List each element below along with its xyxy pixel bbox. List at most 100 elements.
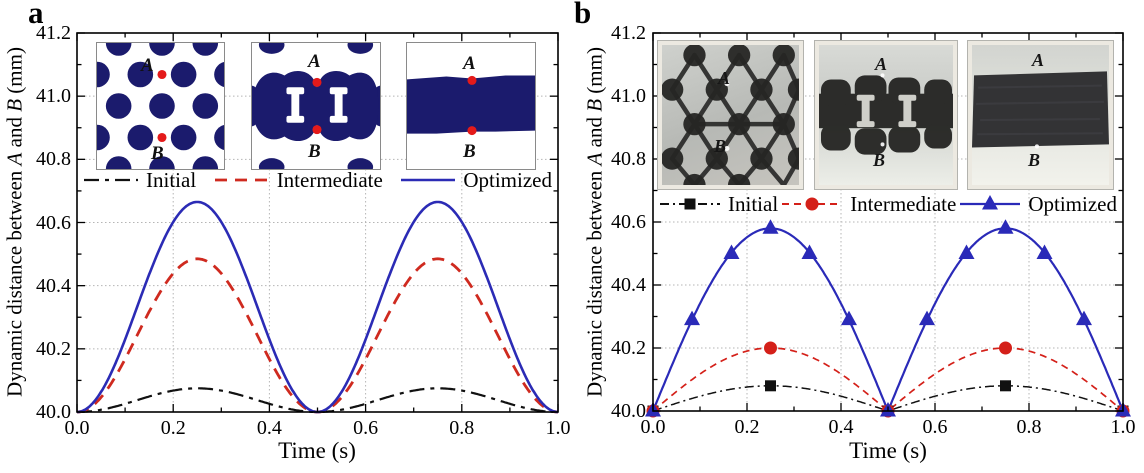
legend-label-intermediate: Intermediate (276, 167, 383, 192)
panel-letter-a: a (28, 0, 44, 30)
inset-initial-specimen-photo: A B (658, 41, 803, 189)
point-b-marker (467, 126, 477, 136)
panel-letter-b: b (574, 0, 592, 30)
legend-item-initial: Initial (83, 168, 196, 193)
point-b-marker (157, 132, 167, 143)
y-tick-label-40.8: 40.8 (36, 148, 71, 171)
point-a-label: A (463, 53, 476, 74)
legend-label-initial: Initial (146, 167, 197, 192)
y-tick-label-40.6: 40.6 (36, 211, 71, 234)
point-b-label: B (308, 141, 321, 162)
y-tick-label-40.6: 40.6 (611, 211, 646, 233)
y-tick-label-40.0: 40.0 (611, 400, 646, 422)
legend-item-optimized: Optimized (400, 168, 552, 193)
y-tick-label-41.0: 41.0 (36, 85, 71, 108)
point-b-label: B (463, 141, 476, 162)
point-a-marker (312, 77, 322, 87)
series-curve-optimized (76, 200, 559, 414)
y-tick-label-40.4: 40.4 (36, 274, 71, 297)
intermediate-line-sample (214, 178, 269, 182)
x-axis-title-a: Time (s) (278, 438, 356, 463)
inset-intermediate-topology: A B (251, 42, 381, 170)
point-b-marker (1034, 144, 1039, 149)
x-tick-label-0.6: 0.6 (922, 416, 948, 438)
initial-topology-pattern (97, 43, 224, 169)
inset-optimized-topology: A B (406, 42, 536, 170)
x-tick-label-0.8: 0.8 (449, 417, 475, 439)
inset-initial-topology: A B (96, 42, 225, 170)
optimized-line-sample (960, 195, 1021, 210)
legend-item-intermediate: Intermediate (781, 192, 956, 217)
point-b-marker (724, 145, 730, 152)
circle-data-marker (764, 341, 777, 355)
intermediate-specimen-pattern (819, 73, 953, 155)
legend-a: Initial Intermediate Optimized (77, 167, 558, 193)
point-a-marker (880, 73, 885, 78)
legend-label-optimized: Optimized (463, 167, 552, 192)
triangle-data-marker (997, 219, 1014, 234)
point-a-label: A (718, 68, 731, 88)
plot-area-b (645, 32, 1131, 418)
series-curve-intermediate (77, 257, 558, 414)
point-b-marker (312, 125, 322, 135)
x-axis-title-b: Time (s) (849, 438, 927, 463)
x-tick-label-0.6: 0.6 (353, 417, 379, 439)
x-tick-label-1.0: 1.0 (1110, 416, 1136, 438)
point-a-marker (157, 69, 167, 80)
series-curve-intermediate (652, 347, 1124, 413)
point-a-label: A (141, 55, 154, 76)
point-a-label: A (875, 54, 888, 74)
y-tick-label-41.2: 41.2 (611, 22, 646, 44)
x-tick-label-0.0: 0.0 (64, 417, 90, 439)
point-a-marker (724, 81, 730, 87)
legend-label-initial: Initial (728, 191, 779, 216)
y-tick-label-40.2: 40.2 (36, 337, 71, 360)
x-tick-label-0.2: 0.2 (160, 417, 186, 439)
square-data-marker (1000, 380, 1011, 392)
triangle-data-marker (919, 310, 936, 326)
legend-item-intermediate: Intermediate (214, 168, 383, 193)
legend-item-initial: Initial (659, 192, 778, 217)
point-b-label: B (1028, 150, 1041, 170)
legend-label-intermediate: Intermediate (850, 191, 957, 216)
y-tick-label-40.0: 40.0 (36, 401, 71, 423)
y-tick-label-41.0: 41.0 (611, 85, 646, 107)
y-tick-label-41.2: 41.2 (36, 22, 71, 44)
x-tick-label-0.2: 0.2 (734, 416, 760, 438)
triangle-data-marker (982, 195, 999, 210)
point-a-label: A (308, 51, 321, 72)
optimized-line-sample (401, 178, 456, 182)
triangle-data-marker (958, 244, 975, 259)
legend-b: Initial Intermediate Optimized (653, 191, 1123, 217)
square-data-marker (765, 380, 776, 392)
point-b-marker (880, 142, 885, 147)
triangle-data-marker (840, 310, 857, 326)
circle-data-marker (999, 341, 1012, 355)
triangle-data-marker (684, 310, 701, 326)
initial-specimen-pattern (662, 45, 799, 185)
panel-b: b Dynamic distance between A and B (mm) … (572, 0, 1144, 473)
intermediate-topology-pattern (252, 43, 380, 169)
series-curve-initial (77, 387, 558, 414)
initial-line-sample (84, 178, 138, 182)
triangle-data-marker (723, 244, 740, 259)
optimized-topology-pattern (407, 75, 535, 136)
panel-a: a Dynamic distance between A and B (mm) … (3, 0, 571, 463)
x-tick-label-0.4: 0.4 (256, 417, 282, 439)
optimized-specimen-pattern (972, 71, 1109, 149)
inset-optimized-specimen-photo: A B (968, 41, 1113, 189)
legend-item-optimized: Optimized (959, 192, 1117, 217)
point-a-label: A (1032, 50, 1045, 70)
triangle-data-marker (801, 244, 818, 259)
point-b-label: B (714, 136, 727, 156)
x-tick-label-0.8: 0.8 (1016, 416, 1042, 438)
x-tick-label-0.0: 0.0 (640, 416, 666, 438)
y-tick-label-40.8: 40.8 (611, 148, 646, 170)
circle-data-marker (805, 197, 819, 211)
initial-line-sample (660, 198, 720, 210)
y-tick-label-40.4: 40.4 (611, 274, 646, 296)
x-tick-label-0.4: 0.4 (828, 416, 854, 438)
x-tick-label-1.0: 1.0 (545, 417, 571, 439)
square-data-marker (684, 198, 696, 210)
